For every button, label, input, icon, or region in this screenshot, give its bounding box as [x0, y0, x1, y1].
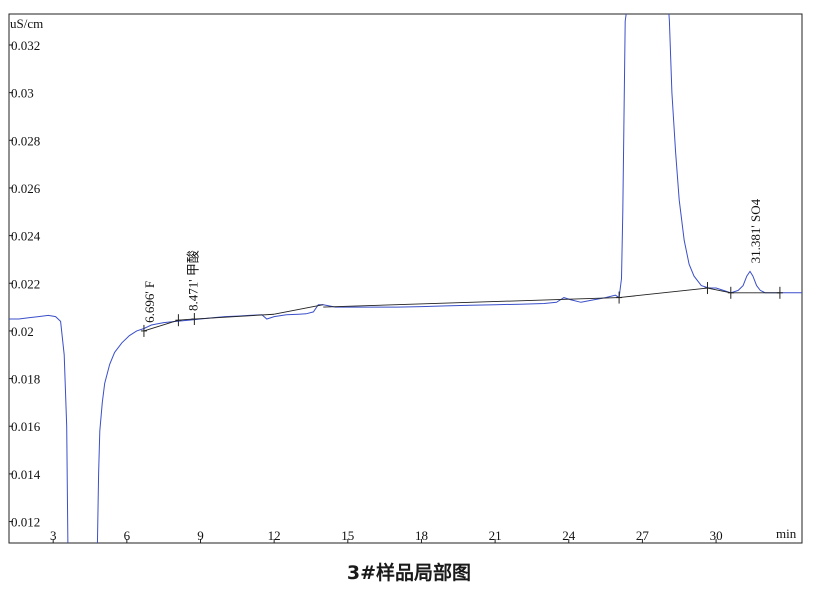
x-tick-label: 27 — [636, 528, 650, 543]
y-tick-label: 0.028 — [11, 133, 40, 148]
plot-frame — [8, 13, 803, 544]
y-tick-label: 0.026 — [11, 181, 41, 196]
y-tick-label: 0.018 — [11, 372, 40, 387]
peak-label: 26.576' H2 — [630, 0, 645, 6]
x-tick-label: 12 — [268, 528, 281, 543]
baseline-segment — [274, 304, 324, 315]
y-axis-unit-label: uS/cm — [10, 16, 43, 31]
y-tick-label: 0.016 — [11, 419, 41, 434]
y-tick-label: 0.024 — [11, 229, 41, 244]
x-tick-label: 18 — [415, 528, 428, 543]
baseline-segment — [143, 319, 179, 332]
chromatogram-chart: 0.012 0.014 0.016 0.018 0.02 0.022 0.024 0.026 0… — [8, 0, 803, 544]
integration-baselines — [143, 287, 780, 332]
x-axis: 3 6 9 12 15 18 21 24 27 30 — [50, 528, 723, 543]
signal-trace-line — [9, 14, 802, 543]
baseline-segment — [707, 287, 731, 294]
baseline-segment — [323, 297, 620, 308]
y-tick-label: 0.02 — [11, 324, 34, 339]
baseline-segment — [619, 287, 708, 299]
x-tick-label: 30 — [710, 528, 723, 543]
x-tick-label: 6 — [124, 528, 131, 543]
peak-label: 6.696' F — [142, 281, 157, 323]
integration-markers — [140, 282, 783, 337]
x-tick-label: 21 — [489, 528, 502, 543]
peak-label: 8.471' 甲酸 — [186, 250, 201, 311]
y-tick-label: 0.014 — [11, 467, 41, 482]
peak-label: 31.381' SO4 — [748, 198, 763, 263]
x-tick-label: 15 — [341, 528, 354, 543]
figure-caption: 3#样品局部图 — [346, 562, 472, 584]
x-tick-label: 9 — [197, 528, 204, 543]
x-axis-unit-label: min — [776, 526, 797, 541]
baseline-segment — [187, 313, 275, 320]
y-tick-label: 0.032 — [11, 38, 40, 53]
y-tick-label: 0.012 — [11, 515, 40, 530]
y-tick-label: 0.03 — [11, 86, 34, 101]
x-tick-label: 3 — [50, 528, 57, 543]
y-tick-label: 0.022 — [11, 276, 40, 291]
x-tick-label: 24 — [562, 528, 576, 543]
y-axis: 0.012 0.014 0.016 0.018 0.02 0.022 0.024 0.026 0… — [9, 38, 41, 530]
peak-labels: 6.696' F 8.471' 甲酸 26.576' H2 31.381' SO4 — [142, 0, 763, 323]
